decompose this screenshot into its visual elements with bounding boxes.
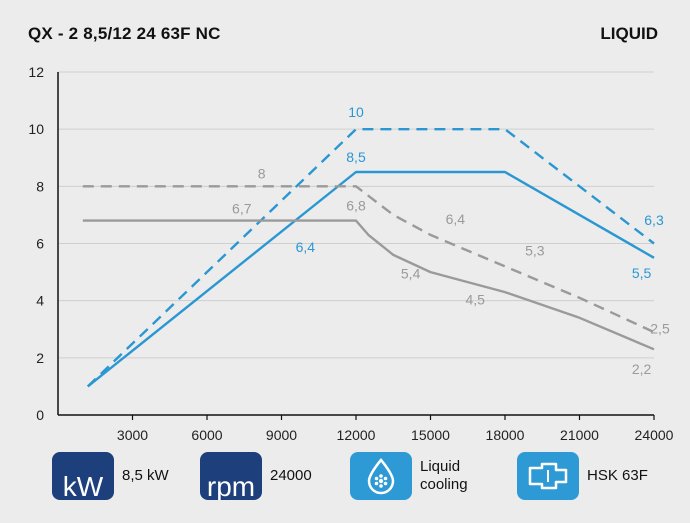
hsk-tool-icon (517, 452, 579, 500)
x-tick-label: 6000 (191, 427, 222, 443)
x-tick-label: 24000 (635, 427, 674, 443)
x-tick-label: 15000 (411, 427, 450, 443)
chart-title: QX - 2 8,5/12 24 63F NC (28, 24, 221, 43)
spec-tool-holder-value: HSK 63F (587, 467, 648, 484)
data-label: 6,7 (232, 200, 252, 216)
series-line-gray-dashed (82, 185, 655, 334)
data-label: 2,5 (650, 321, 670, 337)
y-tick-label: 2 (36, 350, 44, 366)
x-tick-label: 3000 (117, 427, 148, 443)
data-label: 5,5 (632, 265, 652, 281)
data-label: 6,4 (446, 211, 466, 227)
spec-cooling-line2: cooling (420, 476, 468, 493)
y-tick-label: 10 (28, 121, 44, 137)
data-label: 2,2 (632, 361, 652, 377)
x-tick-label: 12000 (337, 427, 376, 443)
series-line-blue-dashed (86, 127, 655, 388)
series-lines (82, 127, 655, 388)
y-tick-label: 4 (36, 293, 44, 309)
x-tick-label: 9000 (266, 427, 297, 443)
x-tick-label: 21000 (560, 427, 599, 443)
y-tick-label: 8 (36, 178, 44, 194)
data-label: 5,4 (401, 266, 421, 282)
spec-cooling-value: Liquid cooling (420, 458, 468, 494)
spec-power: kW 8,5 kW (52, 452, 169, 500)
data-label: 10 (348, 104, 364, 120)
data-label: 6,4 (296, 239, 316, 255)
data-label: 8 (258, 165, 266, 181)
data-label: 6,3 (644, 212, 664, 228)
power-chart: 0 2 4 6 8 10 12 3000 6000 9000 12000 15000 18000 2100… (28, 64, 673, 443)
rpm-icon-text: rpm (206, 471, 256, 501)
y-tick-label: 6 (36, 236, 44, 252)
y-tick-label: 0 (36, 407, 44, 423)
data-label: 4,5 (465, 291, 485, 307)
cooling-type-label: LIQUID (600, 24, 658, 43)
axes (57, 72, 655, 420)
data-label: 8,5 (346, 149, 366, 165)
series-line-blue-solid (87, 170, 655, 388)
kw-icon-text: kW (62, 471, 104, 501)
spec-tool-holder: HSK 63F (517, 452, 648, 500)
rpm-icon: rpm (200, 452, 262, 500)
data-label: 5,3 (525, 243, 545, 259)
tick-labels: 0 2 4 6 8 10 12 3000 6000 9000 12000 15000 18000 2100… (28, 64, 673, 443)
spec-cooling: Liquid cooling (350, 452, 468, 500)
spec-cooling-line1: Liquid (420, 458, 461, 475)
spec-speed-value: 24000 (270, 467, 312, 484)
y-tick-label: 12 (28, 64, 44, 80)
liquid-drop-icon (350, 452, 412, 500)
spec-power-value: 8,5 kW (122, 467, 169, 484)
spec-speed: rpm 24000 (200, 452, 312, 500)
x-tick-label: 18000 (486, 427, 525, 443)
series-line-gray-solid (82, 219, 655, 351)
data-label: 6,8 (346, 198, 366, 214)
kw-icon: kW (52, 452, 114, 500)
data-labels: 10 8,5 6,4 6,3 5,5 8 6,7 6,8 6,4 5,4 5,3 4,5 2,5 2,2 (232, 104, 670, 377)
